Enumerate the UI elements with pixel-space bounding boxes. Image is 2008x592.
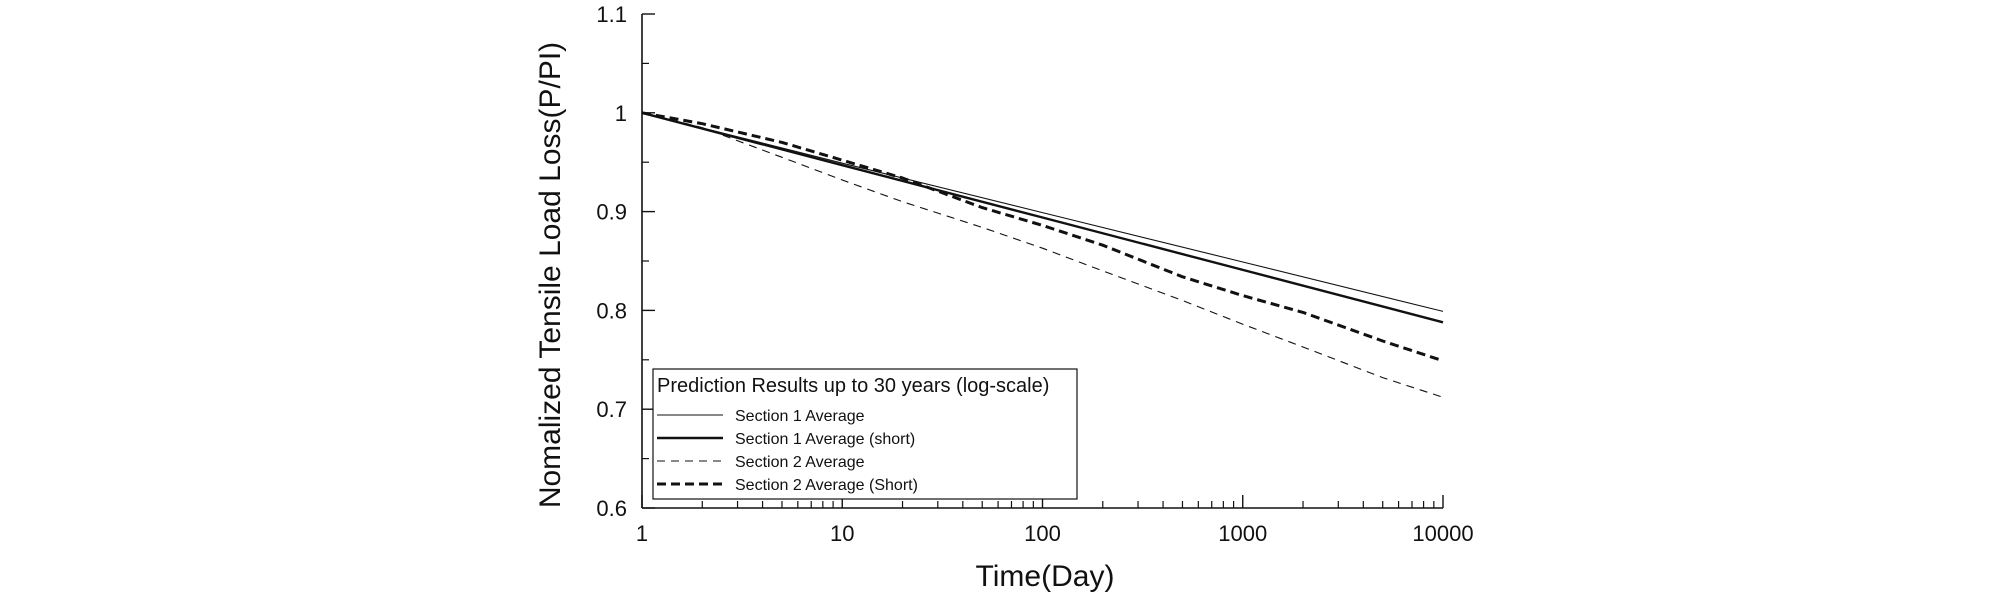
x-tick-label: 10 <box>830 521 854 546</box>
y-tick-label: 1 <box>615 101 627 126</box>
x-tick-label: 10000 <box>1412 521 1473 546</box>
x-tick-label: 1000 <box>1218 521 1267 546</box>
y-tick-label: 0.8 <box>596 298 627 323</box>
y-tick-label: 0.6 <box>596 496 627 521</box>
y-ticks: 0.6 0.7 0.8 0.9 1 1.1 <box>596 2 655 521</box>
legend-label-2: Section 1 Average (short) <box>735 431 915 448</box>
series-line-4 <box>641 111 1444 363</box>
series-line-3 <box>641 112 1444 398</box>
legend-label-1: Section 1 Average <box>735 408 865 425</box>
x-axis-title: Time(Day) <box>976 560 1115 592</box>
series-line-1 <box>641 112 1444 312</box>
legend-label-3: Section 2 Average <box>735 454 865 471</box>
x-ticks: 1 10 100 1000 10000 <box>636 495 1474 546</box>
legend-title: Prediction Results up to 30 years (log-s… <box>657 375 1049 397</box>
x-tick-label: 100 <box>1024 521 1061 546</box>
y-tick-label: 1.1 <box>596 2 627 27</box>
series-lines <box>641 111 1444 398</box>
y-axis-title: Nomalized Tensile Load Loss(P/PI) <box>534 42 567 508</box>
legend-label-4: Section 2 Average (Short) <box>735 477 918 494</box>
axes: 1 10 100 1000 10000 0.6 0.7 0.8 0.9 1 1.1 <box>596 2 1473 546</box>
y-tick-label: 0.7 <box>596 397 627 422</box>
y-tick-label: 0.9 <box>596 200 627 225</box>
legend: Prediction Results up to 30 years (log-s… <box>652 368 1078 500</box>
series-line-2 <box>641 111 1444 324</box>
x-tick-label: 1 <box>636 521 648 546</box>
legend-box <box>652 368 1078 500</box>
legend-entries: Section 1 Average Section 1 Average (shor… <box>657 408 918 494</box>
